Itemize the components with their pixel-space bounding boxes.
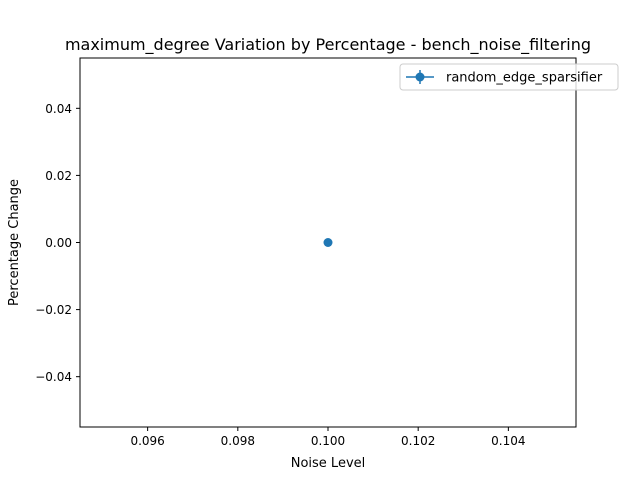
y-tick-label: 0.04 [45, 102, 72, 116]
legend: random_edge_sparsifier [399, 63, 619, 91]
x-tick-label: 0.096 [130, 434, 164, 448]
data-point [323, 238, 333, 247]
chart-title: maximum_degree Variation by Percentage -… [65, 35, 591, 55]
plot-area-frame [79, 57, 577, 428]
series-layer [323, 238, 333, 247]
legend-series-label: random_edge_sparsifier [446, 71, 603, 86]
legend-series-marker [415, 72, 425, 82]
x-tick-label: 0.098 [221, 434, 255, 448]
x-tick-label: 0.100 [311, 434, 345, 448]
x-tick-label: 0.104 [491, 434, 525, 448]
y-tick-label: 0.02 [45, 169, 72, 183]
y-tick-label: −0.02 [35, 303, 72, 317]
y-tick-label: 0.00 [45, 236, 72, 250]
legend-box [399, 63, 619, 91]
x-tick-label: 0.102 [401, 434, 435, 448]
x-axis-label: Noise Level [291, 456, 366, 471]
y-tick-label: −0.04 [35, 370, 72, 384]
x-axis-ticks: 0.096 0.098 0.100 0.102 0.104 [130, 427, 526, 448]
y-axis-ticks: −0.04 −0.02 0.00 0.02 0.04 [35, 102, 80, 384]
y-axis-label: Percentage Change [7, 179, 22, 306]
